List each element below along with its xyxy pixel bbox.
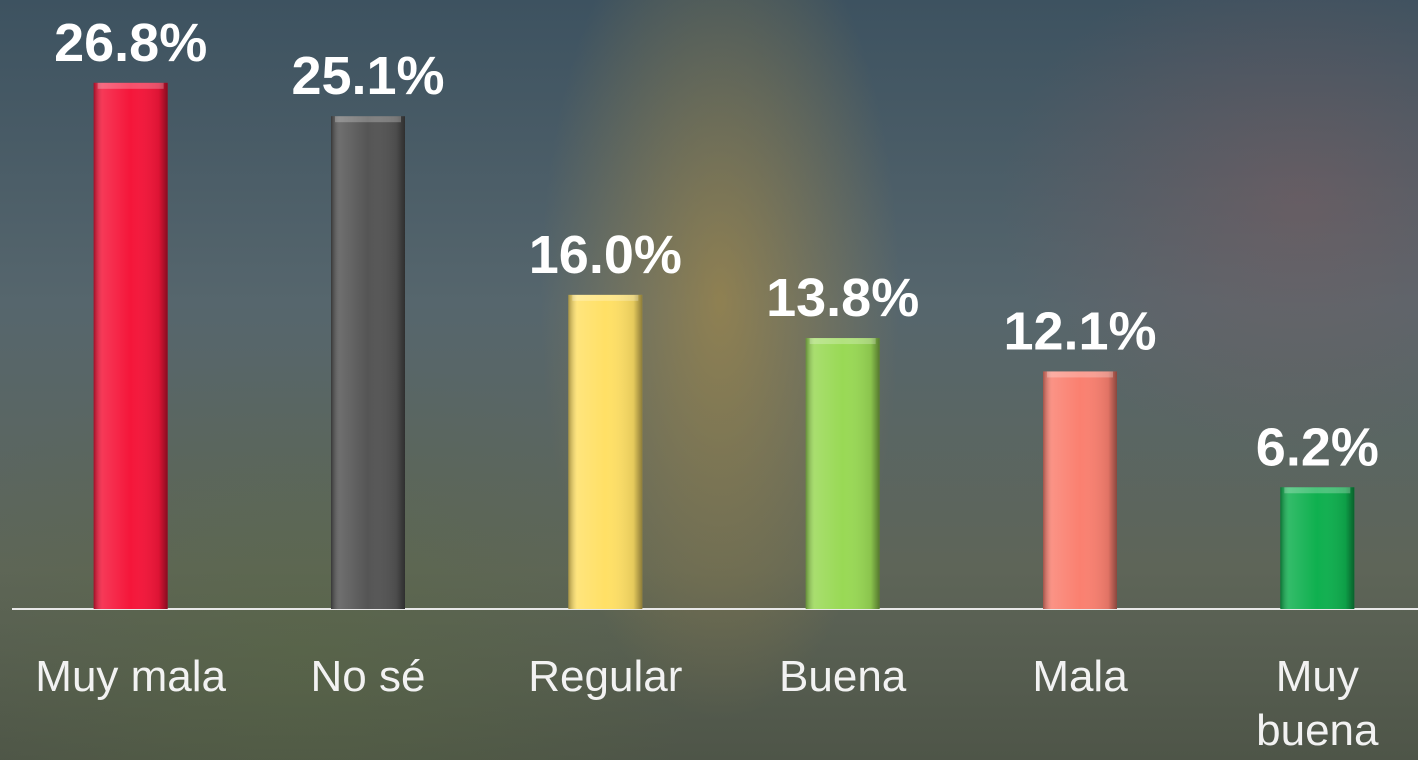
x-tick-label: Mala xyxy=(965,650,1195,704)
value-label: 6.2% xyxy=(1256,417,1379,477)
bar-bevel xyxy=(335,116,401,122)
x-tick-label: Regular xyxy=(490,650,720,704)
value-label: 25.1% xyxy=(291,46,444,106)
value-label: 26.8% xyxy=(54,13,207,73)
chart: 26.8% 25.1% 16.0% 13.8% 12.1% 6.2% xyxy=(0,0,1418,760)
bar-bevel xyxy=(572,295,638,301)
bar-shade xyxy=(1043,371,1117,609)
x-tick-label: Muy buena xyxy=(1217,650,1418,758)
bar-shade xyxy=(568,295,642,609)
bar-bevel xyxy=(1047,371,1113,377)
bar-bevel xyxy=(98,83,164,89)
value-label: 16.0% xyxy=(529,225,682,285)
x-tick-label: Buena xyxy=(728,650,958,704)
x-tick-label: Muy mala xyxy=(16,650,246,704)
bar-bevel xyxy=(1284,487,1350,493)
x-tick-label: No sé xyxy=(253,650,483,704)
bar-shade xyxy=(806,338,880,609)
bar-bevel xyxy=(810,338,876,344)
value-label: 12.1% xyxy=(1003,301,1156,361)
bar-shade xyxy=(1280,487,1354,609)
bar-shade xyxy=(94,83,168,609)
bar-shade xyxy=(331,116,405,609)
value-label: 13.8% xyxy=(766,268,919,328)
